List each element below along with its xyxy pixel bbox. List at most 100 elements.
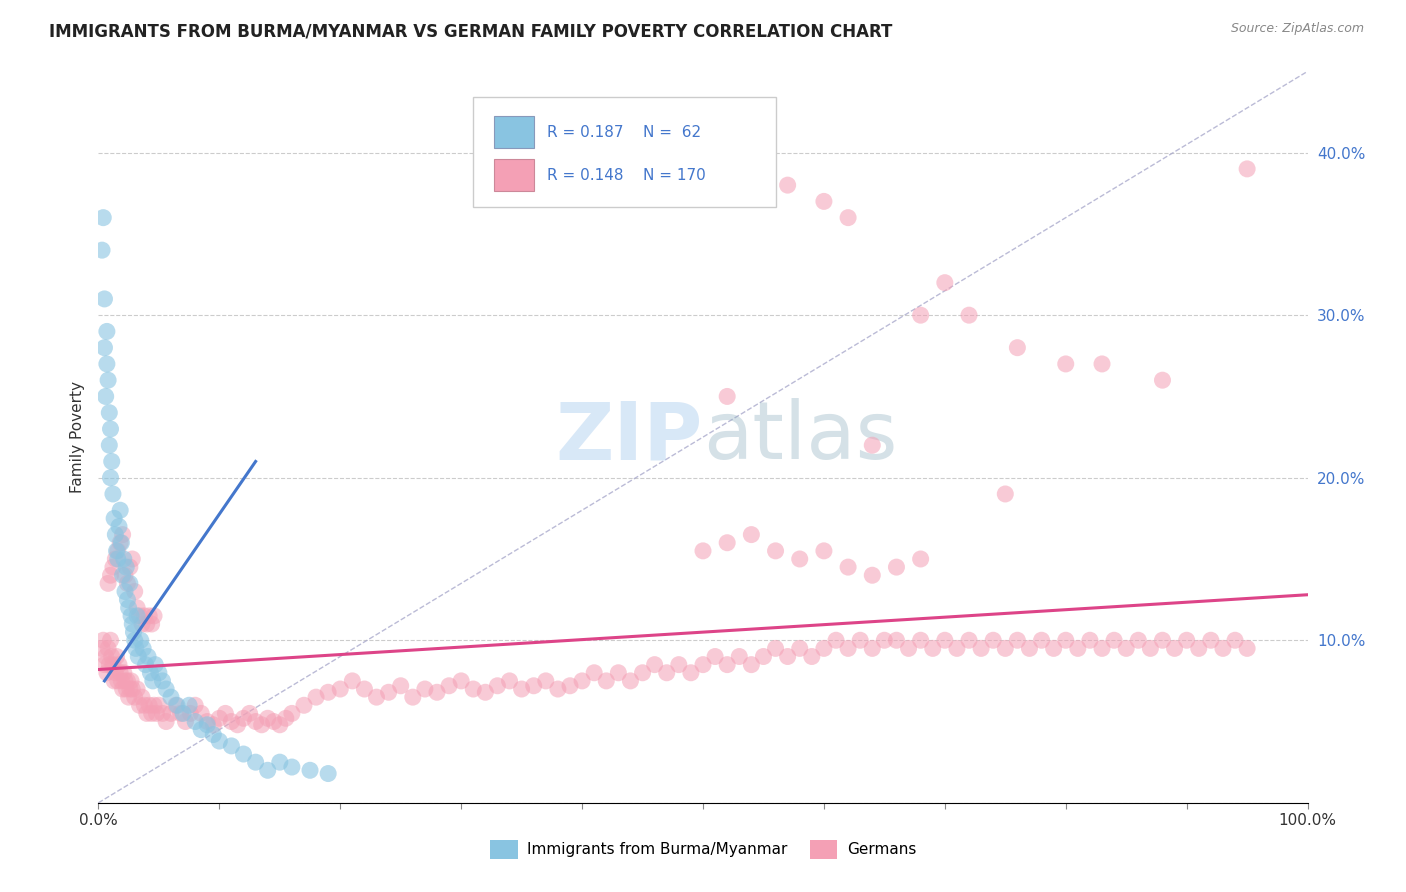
- Point: [1236, 641, 1258, 656]
- Point: [813, 641, 835, 656]
- Point: [160, 690, 183, 705]
- Point: [117, 673, 139, 688]
- Point: [179, 706, 201, 721]
- Point: [120, 608, 142, 623]
- Point: [108, 519, 131, 533]
- Point: [98, 657, 121, 672]
- Point: [716, 657, 738, 672]
- Point: [644, 657, 666, 672]
- Point: [1067, 641, 1090, 656]
- Point: [692, 657, 714, 672]
- Point: [716, 389, 738, 403]
- Point: [112, 665, 135, 680]
- Point: [208, 734, 231, 748]
- Point: [108, 657, 131, 672]
- Text: ZIP: ZIP: [555, 398, 703, 476]
- Point: [100, 649, 122, 664]
- Point: [114, 673, 136, 688]
- Point: [104, 527, 127, 541]
- Point: [108, 535, 131, 549]
- Point: [97, 373, 120, 387]
- Point: [214, 706, 236, 721]
- Point: [152, 673, 174, 688]
- Point: [860, 438, 883, 452]
- Point: [96, 357, 118, 371]
- Point: [765, 641, 787, 656]
- Point: [131, 617, 153, 632]
- Point: [1199, 633, 1222, 648]
- Text: Source: ZipAtlas.com: Source: ZipAtlas.com: [1230, 22, 1364, 36]
- Point: [124, 584, 146, 599]
- Point: [450, 673, 472, 688]
- Point: [957, 308, 980, 322]
- Point: [510, 681, 533, 696]
- Point: [120, 673, 142, 688]
- Point: [127, 649, 149, 664]
- Point: [463, 681, 485, 696]
- Point: [148, 698, 170, 713]
- Point: [281, 760, 304, 774]
- Point: [1188, 641, 1211, 656]
- Text: R = 0.187    N =  62: R = 0.187 N = 62: [547, 125, 702, 139]
- Point: [558, 679, 581, 693]
- Point: [740, 527, 762, 541]
- Point: [281, 706, 304, 721]
- Point: [837, 560, 859, 574]
- Point: [1091, 357, 1114, 371]
- Point: [97, 641, 120, 656]
- Bar: [494, 159, 534, 191]
- Point: [125, 641, 148, 656]
- Point: [813, 544, 835, 558]
- Point: [105, 649, 128, 664]
- Point: [121, 617, 143, 632]
- Point: [107, 552, 129, 566]
- Point: [122, 625, 145, 640]
- Point: [98, 438, 121, 452]
- FancyBboxPatch shape: [474, 97, 776, 207]
- Legend: Immigrants from Burma/Myanmar, Germans: Immigrants from Burma/Myanmar, Germans: [484, 834, 922, 864]
- Point: [124, 633, 146, 648]
- Point: [631, 665, 654, 680]
- Point: [765, 544, 787, 558]
- Point: [141, 706, 163, 721]
- Point: [107, 673, 129, 688]
- Point: [118, 600, 141, 615]
- Point: [1054, 633, 1077, 648]
- Point: [437, 679, 460, 693]
- Point: [100, 633, 122, 648]
- Point: [946, 641, 969, 656]
- Point: [426, 685, 449, 699]
- Point: [148, 665, 170, 680]
- Point: [1128, 633, 1150, 648]
- Point: [155, 681, 177, 696]
- Point: [139, 665, 162, 680]
- Point: [166, 698, 188, 713]
- Point: [1223, 633, 1246, 648]
- Point: [269, 755, 291, 769]
- Point: [256, 711, 278, 725]
- Point: [886, 633, 908, 648]
- Point: [128, 608, 150, 623]
- Point: [413, 681, 436, 696]
- Point: [389, 679, 412, 693]
- Point: [1102, 633, 1125, 648]
- Point: [93, 657, 115, 672]
- Point: [292, 698, 315, 713]
- Point: [1152, 633, 1174, 648]
- Point: [619, 673, 641, 688]
- Point: [96, 665, 118, 680]
- Point: [127, 600, 149, 615]
- Point: [190, 706, 212, 721]
- Point: [957, 633, 980, 648]
- Point: [776, 649, 799, 664]
- Point: [752, 649, 775, 664]
- Point: [118, 560, 141, 574]
- Text: atlas: atlas: [703, 398, 897, 476]
- Point: [169, 706, 191, 721]
- Point: [132, 641, 155, 656]
- Point: [145, 706, 167, 721]
- Point: [100, 568, 122, 582]
- Point: [1163, 641, 1185, 656]
- Point: [1139, 641, 1161, 656]
- Point: [316, 766, 339, 780]
